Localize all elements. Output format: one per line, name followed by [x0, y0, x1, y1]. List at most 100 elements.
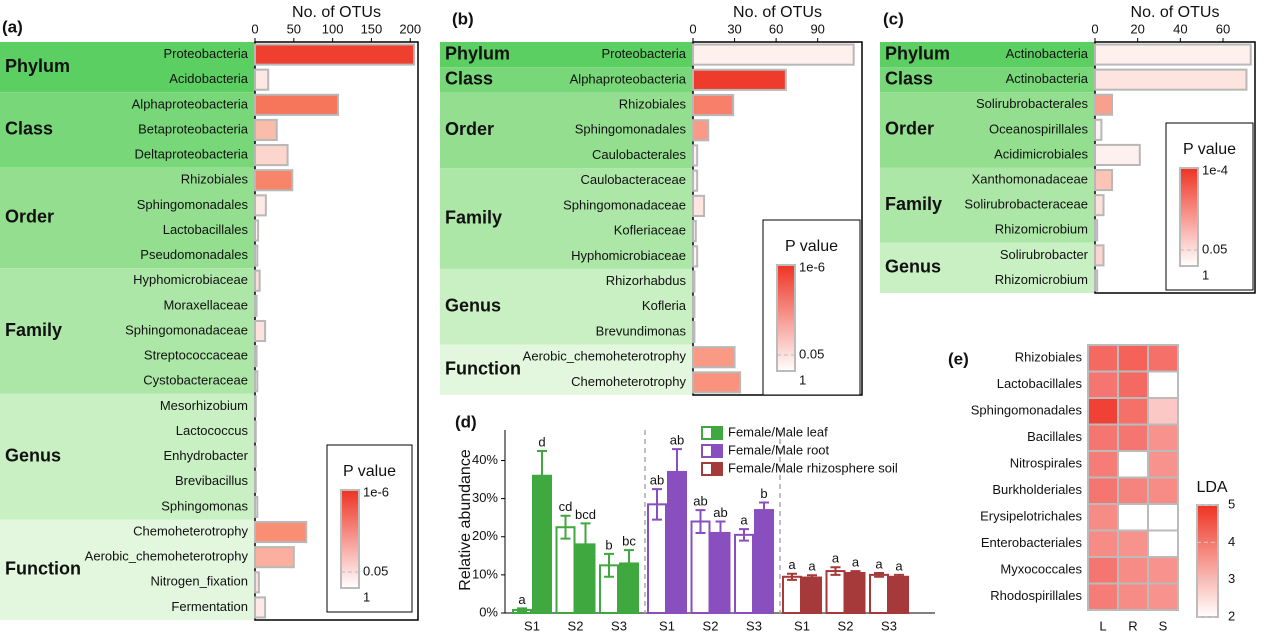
heat-cell: [1147, 582, 1179, 611]
bar: [692, 144, 699, 167]
group-band: [0, 92, 255, 168]
x-tick-label: 100: [322, 21, 344, 36]
category-label: Rhizobiales: [619, 96, 687, 111]
row-label: Bacillales: [1027, 429, 1082, 444]
bar: [825, 570, 846, 614]
category-label: Solirubrobacterales: [976, 96, 1089, 111]
bar: [1094, 194, 1105, 217]
x-tick-label: S1: [524, 618, 540, 633]
bar: [555, 526, 576, 614]
legend-label: Female/Male rhizosphere soil: [728, 460, 898, 475]
category-label: Chemoheterotrophy: [571, 374, 686, 389]
heat-cell: [1147, 397, 1179, 426]
error-bar: [715, 520, 726, 546]
error-bar: [580, 522, 591, 567]
heat-cell: [1087, 556, 1119, 585]
category-label: Fermentation: [171, 599, 248, 614]
y-tick-label: 30%: [472, 490, 498, 505]
category-label: Moraxellaceae: [163, 297, 248, 312]
x-tick-label: S3: [611, 618, 627, 633]
error-bar: [787, 572, 797, 581]
category-label: Lactococcus: [176, 423, 249, 438]
significance-letter: ab: [693, 494, 707, 509]
heat-cell: [1087, 397, 1119, 426]
bar: [647, 503, 667, 614]
category-label: Rhizobiales: [181, 172, 249, 187]
row-label: Rhizobiales: [1015, 350, 1083, 365]
group-name: Phylum: [5, 56, 70, 76]
group-band: [440, 268, 693, 345]
group-band: [440, 67, 693, 93]
category-label: Sphingomonadaceae: [563, 197, 686, 212]
category-label: Brevibacillus: [175, 473, 248, 488]
colorbar-title: P value: [785, 238, 838, 255]
colorbar-label: 1e-6: [363, 484, 389, 499]
category-label: Lactobacillales: [163, 222, 249, 237]
panel-label: (e): [948, 349, 969, 368]
column-label: L: [1099, 618, 1106, 633]
heat-cell: [1087, 344, 1119, 373]
panel-label: (c): [883, 9, 904, 28]
significance-letter: bcd: [575, 507, 596, 522]
heat-cell: [1117, 529, 1149, 558]
bar: [254, 571, 260, 594]
category-label: Caulobacterales: [592, 147, 686, 162]
bar: [254, 420, 257, 443]
heat-cell: [1117, 344, 1149, 373]
significance-letter: bc: [622, 534, 636, 549]
error-bar: [830, 566, 841, 576]
colorbar: [1179, 167, 1199, 267]
colorbar-label: 3: [1228, 571, 1235, 586]
category-label: Mesorhizobium: [160, 398, 248, 413]
x-tick-label: S2: [703, 618, 719, 633]
y-tick-label: 40%: [472, 452, 498, 467]
bar: [1094, 169, 1114, 192]
category-label: Alphaproteobacteria: [570, 71, 687, 86]
category-label: Sphingomonadaceae: [125, 322, 248, 337]
bar: [692, 169, 699, 192]
bar: [692, 194, 706, 217]
bar: [254, 244, 259, 267]
bar: [692, 295, 696, 318]
bar: [254, 169, 294, 192]
bar: [1094, 93, 1114, 116]
colorbar-label: 1e-6: [799, 259, 825, 274]
y-tick-label: 0%: [479, 604, 498, 619]
group-name: Family: [445, 207, 502, 227]
heat-cell: [1087, 529, 1119, 558]
category-label: Rhizorhabdus: [606, 273, 687, 288]
axis-title: No. of OTUs: [1131, 4, 1220, 21]
bar: [1094, 269, 1099, 292]
group-name: Phylum: [445, 43, 510, 63]
category-label: Caulobacteraceae: [580, 172, 686, 187]
group-name: Function: [445, 359, 521, 379]
bar: [1094, 43, 1252, 66]
bar: [254, 520, 308, 544]
heat-cell: [1147, 450, 1179, 479]
category-label: Proteobacteria: [163, 46, 248, 61]
legend-swatch-male: [711, 426, 723, 440]
bar: [254, 445, 257, 468]
error-bar: [604, 552, 614, 578]
x-tick-label: 60: [769, 21, 783, 36]
group-band: [880, 42, 1095, 68]
error-bar: [517, 607, 527, 613]
bar: [692, 93, 735, 117]
bar: [254, 294, 258, 317]
row-label: Rhodospirillales: [990, 588, 1082, 603]
legend-label: Female/Male root: [728, 442, 830, 457]
category-label: Pseudomonadales: [140, 247, 248, 262]
group-band: [880, 242, 1095, 293]
group-band: [880, 92, 1095, 168]
legend-swatch-female: [701, 444, 713, 458]
group-name: Genus: [445, 296, 501, 316]
row-label: Erysipelotrichales: [980, 509, 1082, 524]
bar: [254, 68, 270, 91]
axis-title: No. of OTUs: [733, 4, 822, 21]
legend-swatch-female: [701, 426, 713, 440]
heat-cell: [1147, 476, 1179, 505]
heat-cell: [1087, 370, 1119, 399]
error-bar: [537, 449, 547, 502]
colorbar-title: LDA: [1196, 479, 1227, 496]
